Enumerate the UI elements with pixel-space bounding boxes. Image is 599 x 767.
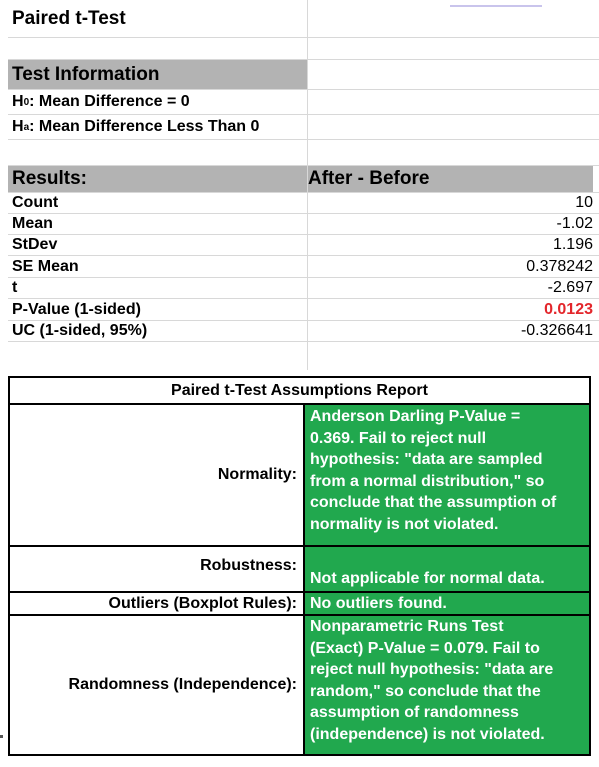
column-header: After - Before: [308, 168, 430, 189]
result-value: 10: [575, 194, 593, 211]
report-line: 0.369. Fail to reject null: [310, 429, 487, 447]
report-line: (Exact) P-Value = 0.079. Fail to: [310, 639, 540, 657]
section-header-fill: [8, 166, 307, 192]
report-line: No outliers found.: [310, 595, 447, 612]
report-value: Not applicable for normal data.: [305, 547, 589, 591]
report-title: Paired t-Test Assumptions Report: [10, 378, 589, 405]
result-value: -0.326641: [520, 322, 593, 339]
report-label: Randomness (Independence):: [10, 616, 305, 754]
result-row[interactable]: P-Value (1-sided) 0.0123: [8, 299, 599, 321]
ha-subscript: a: [23, 121, 30, 133]
report-line: reject null hypothesis: "data are: [310, 661, 554, 678]
result-label: Mean: [12, 215, 53, 232]
report-label: Normality:: [10, 405, 305, 545]
results-header: Results:: [12, 168, 87, 189]
report-value: Anderson Darling P-Value = 0.369. Fail t…: [305, 405, 589, 545]
result-label: UC (1-sided, 95%): [12, 322, 148, 339]
report-line: Not applicable for normal data.: [310, 569, 545, 587]
result-label: P-Value (1-sided): [12, 300, 141, 318]
empty-row[interactable]: [8, 342, 599, 370]
p-value: 0.0123: [544, 300, 593, 318]
stray-mark: [0, 735, 3, 738]
result-row[interactable]: Count 10: [8, 193, 599, 214]
ha-letter: H: [12, 118, 24, 135]
section-header-fill: [308, 166, 593, 192]
assumptions-report: Paired t-Test Assumptions Report Normali…: [8, 376, 591, 756]
ha-text: : Mean Difference Less Than 0: [29, 118, 260, 135]
report-row-robustness[interactable]: Robustness: Not applicable for normal da…: [10, 547, 589, 593]
report-line: Anderson Darling P-Value =: [310, 408, 521, 425]
report-line: conclude that the assumption of: [310, 494, 557, 511]
results-header-row[interactable]: Results: After - Before: [8, 166, 599, 193]
section-header-fill: [8, 60, 307, 89]
title-row[interactable]: Paired t-Test: [8, 0, 599, 38]
page-title: Paired t-Test: [12, 7, 126, 29]
test-info-header: Test Information: [12, 63, 160, 85]
report-line: normality is not violated.: [310, 515, 499, 533]
h0-text: : Mean Difference = 0: [29, 93, 190, 110]
empty-row[interactable]: [8, 38, 599, 60]
empty-row[interactable]: [8, 140, 599, 166]
result-row[interactable]: StDev 1.196: [8, 235, 599, 256]
report-line: (independence) is not violated.: [310, 725, 545, 743]
result-row[interactable]: UC (1-sided, 95%) -0.326641: [8, 321, 599, 342]
result-value: 0.378242: [526, 257, 593, 275]
result-label: StDev: [12, 236, 58, 253]
report-line: from a normal distribution," so: [310, 472, 545, 490]
result-label: SE Mean: [12, 257, 79, 275]
report-line: random," so conclude that the: [310, 682, 541, 700]
report-value: No outliers found.: [305, 593, 589, 614]
test-info-header-row[interactable]: Test Information: [8, 60, 599, 90]
report-row-normality[interactable]: Normality: Anderson Darling P-Value = 0.…: [10, 405, 589, 547]
h0-letter: H: [12, 93, 24, 110]
report-line: assumption of randomness: [310, 704, 519, 721]
result-row[interactable]: t -2.697: [8, 278, 599, 299]
column-divider: [307, 0, 308, 370]
result-label: Count: [12, 194, 59, 211]
selection-mark: [450, 5, 542, 7]
result-value: -2.697: [547, 279, 593, 296]
report-line: Nonparametric Runs Test: [310, 618, 504, 635]
result-label: t: [12, 279, 18, 296]
report-value: Nonparametric Runs Test (Exact) P-Value …: [305, 616, 589, 754]
report-label: Outliers (Boxplot Rules):: [10, 593, 305, 614]
result-value: -1.02: [556, 215, 593, 232]
result-row[interactable]: SE Mean 0.378242: [8, 256, 599, 278]
result-row[interactable]: Mean -1.02: [8, 214, 599, 235]
h0-subscript: 0: [23, 96, 30, 108]
report-row-outliers[interactable]: Outliers (Boxplot Rules): No outliers fo…: [10, 593, 589, 616]
result-value: 1.196: [552, 236, 593, 253]
report-line: hypothesis: "data are sampled: [310, 451, 543, 468]
report-row-randomness[interactable]: Randomness (Independence): Nonparametric…: [10, 616, 589, 754]
report-label: Robustness:: [10, 547, 305, 591]
